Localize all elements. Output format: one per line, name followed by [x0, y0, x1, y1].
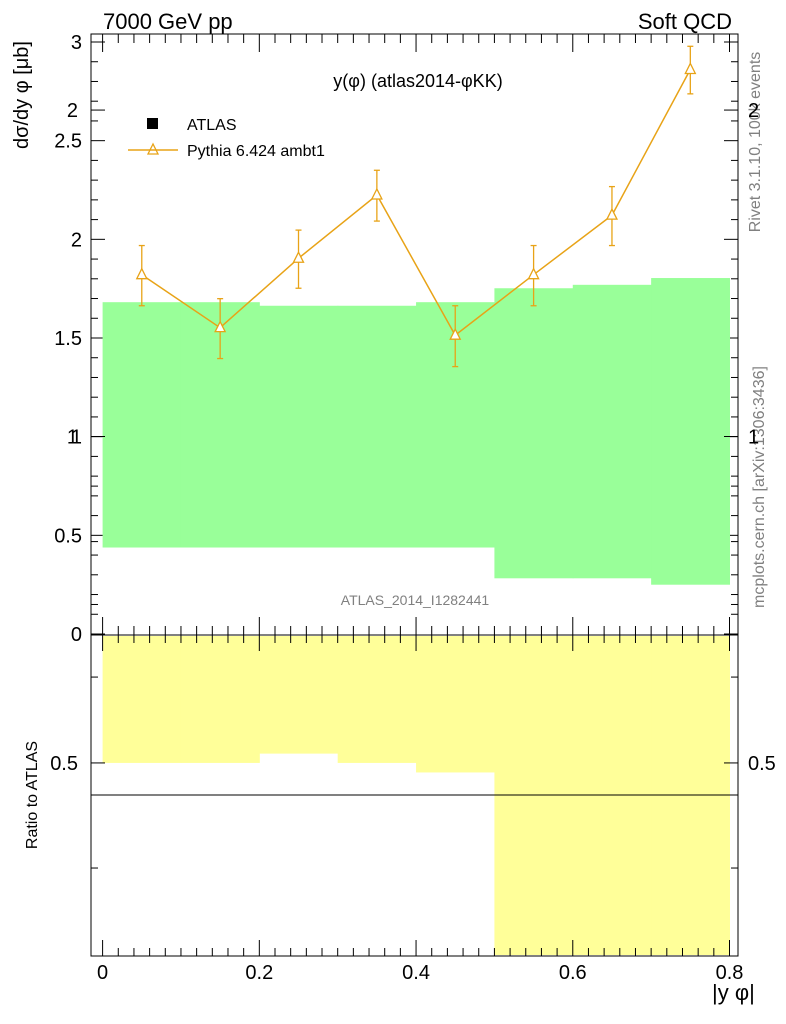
ratio-panel: 0.5 0.51 12 20 0.2 0.4 0.6 0.8 Ratio to ATLAS |…	[24, 45, 776, 1005]
ratio-mc-point	[370, 187, 383, 200]
main-y-tick-label: 1	[71, 427, 82, 449]
mcplots-label: mcplots.cern.ch [arXiv:1306:3436]	[751, 366, 768, 608]
ratio-y-tick-label-right: 1	[748, 427, 759, 449]
legend-mc-label: Pythia 6.424 ambt1	[187, 143, 325, 160]
ratio-x-tick-label: 0.4	[402, 962, 430, 984]
ratio-x-tick-label: 0.8	[716, 962, 744, 984]
ratio-band-inner	[259, 305, 339, 548]
ratio-band-outer	[102, 636, 182, 763]
main-y-axis-label: dσ/dy φ [μb]	[11, 41, 33, 149]
header-category: Soft QCD	[638, 9, 732, 34]
ratio-mc-point	[684, 62, 697, 75]
ratio-mc-point	[214, 320, 227, 333]
plot-title: y(φ) (atlas2014-φKK)	[333, 71, 502, 91]
ratio-mc-line	[141, 69, 691, 337]
ratio-y-tick-label-right: 2	[748, 100, 759, 122]
ratio-x-tick-label: 0.6	[559, 962, 587, 984]
ratio-band-inner	[494, 288, 574, 579]
ratio-mc-point	[135, 267, 148, 280]
ratio-ticks: 0.5 0.51 12 20 0.2 0.4 0.6 0.8	[50, 100, 776, 984]
legend-mc-marker	[146, 142, 160, 155]
ratio-y-axis-label: Ratio to ATLAS	[24, 741, 41, 849]
ratio-frame	[90, 634, 739, 957]
ratio-band-outer	[337, 636, 417, 763]
legend-atlas-marker	[147, 118, 158, 129]
ratio-x-tick-label: 0.2	[245, 962, 273, 984]
legend: ATLAS Pythia 6.424 ambt1	[128, 117, 325, 160]
legend-atlas-label: ATLAS	[187, 117, 237, 134]
ratio-y-tick-label: 1	[67, 427, 78, 449]
ratio-band-inner	[572, 284, 652, 579]
ratio-band-inner	[651, 278, 730, 585]
ratio-band-outer	[259, 636, 339, 754]
ratio-band-outer	[416, 636, 495, 773]
ratio-mc-point	[292, 250, 305, 263]
ratio-x-tick-label: 0	[97, 962, 108, 984]
ratio-y-tick-label-right: 0.5	[748, 753, 776, 775]
ratio-band-outer	[180, 636, 260, 763]
main-y-tick-label: 0.5	[54, 525, 82, 547]
main-ticks: 0 0.5 1 1.5 2 2.5 3	[54, 32, 738, 646]
main-y-tick-label: 1.5	[54, 328, 82, 350]
ratio-y-tick-label: 0.5	[50, 753, 78, 775]
main-y-tick-label: 0	[71, 624, 82, 646]
header-energy: 7000 GeV pp	[103, 9, 233, 34]
ratio-mc-point	[527, 267, 540, 280]
ratio-band-inner	[102, 302, 182, 548]
ratio-mc-point	[449, 327, 462, 340]
watermark: ATLAS_2014_I1282441	[341, 592, 490, 608]
ratio-band-layer	[102, 278, 730, 955]
main-y-tick-label: 2	[71, 229, 82, 251]
main-y-tick-label: 3	[71, 32, 82, 54]
main-y-tick-label: 2.5	[54, 131, 82, 153]
ratio-mc-point	[605, 207, 619, 220]
x-axis-label: |y φ|	[712, 980, 755, 1005]
rivet-label: Rivet 3.1.10, 100k events	[747, 52, 764, 233]
ratio-band-inner	[337, 305, 417, 548]
ratio-data-layer	[135, 45, 697, 368]
ratio-y-tick-label: 2	[67, 100, 78, 122]
